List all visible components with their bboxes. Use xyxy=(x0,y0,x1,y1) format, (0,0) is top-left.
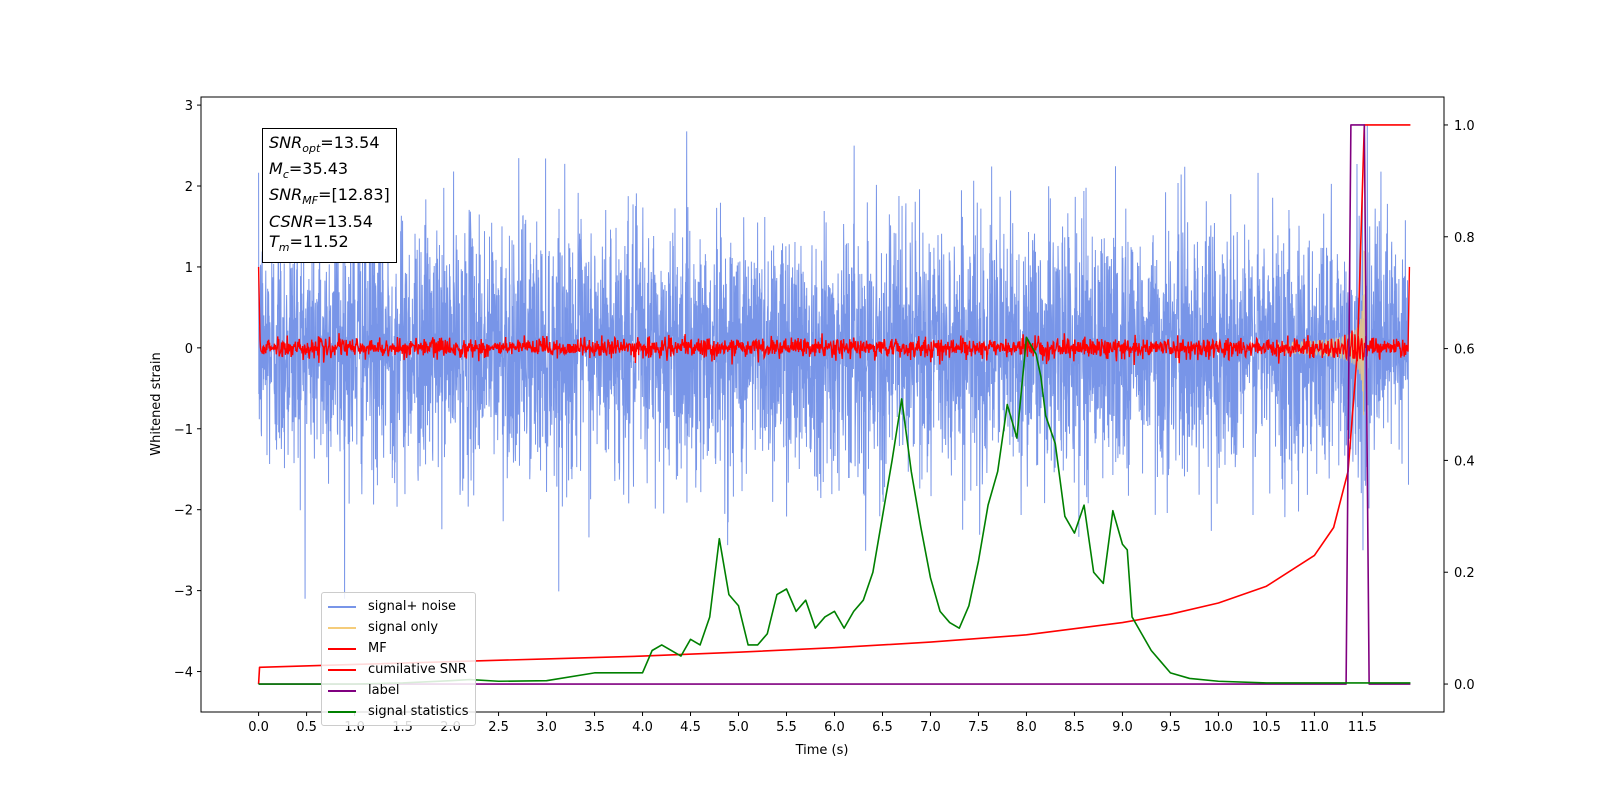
x-tick-label: 2.5 xyxy=(488,720,509,735)
stat-tm: Tm=11.52 xyxy=(269,231,349,254)
y-right-tick-label: 1.0 xyxy=(1454,119,1475,134)
y-right-tick-label: 0.0 xyxy=(1454,678,1475,693)
series-signal-statistics-line xyxy=(258,336,1411,685)
x-tick-label: 3.0 xyxy=(536,720,557,735)
x-tick-label: 11.0 xyxy=(1300,720,1329,735)
stats-annotation-box: SNRopt=13.54 Mc=35.43 SNRMF=[12.83] CSNR… xyxy=(262,128,397,263)
y-left-tick-label: −4 xyxy=(174,666,193,681)
y-left-tick-label: −2 xyxy=(174,504,193,519)
x-tick-label: 10.5 xyxy=(1252,720,1281,735)
x-tick-label: 11.5 xyxy=(1348,720,1377,735)
stat-csnr-value: =13.54 xyxy=(313,211,373,231)
stat-snr-mf: SNRMF=[12.83] xyxy=(269,185,390,208)
y-right-tick-label: 0.4 xyxy=(1454,454,1475,469)
y-axis-label-left: Whitened strain xyxy=(149,352,164,455)
chart-legend: signal+ noise signal only MF cumilative SNR… xyxy=(321,592,476,726)
x-tick-label: 3.5 xyxy=(584,720,605,735)
legend-item-mf: MF xyxy=(328,638,469,659)
legend-label: signal+ noise xyxy=(368,599,457,614)
x-tick-label: 9.0 xyxy=(1112,720,1133,735)
x-tick-label: 9.5 xyxy=(1160,720,1181,735)
stat-mc-value: =35.43 xyxy=(288,159,349,179)
legend-item-cumilative-snr: cumilative SNR xyxy=(328,659,469,680)
stat-snr-opt: SNRopt=13.54 xyxy=(269,133,380,156)
x-tick-label: 8.0 xyxy=(1016,720,1037,735)
x-tick-label: 7.0 xyxy=(920,720,941,735)
legend-swatch xyxy=(328,626,356,629)
x-tick-label: 4.0 xyxy=(632,720,653,735)
y-left-tick-label: −3 xyxy=(174,585,193,600)
legend-swatch xyxy=(328,647,356,650)
x-tick-label: 8.5 xyxy=(1064,720,1085,735)
legend-label: signal only xyxy=(368,620,439,635)
y-left-tick-label: 1 xyxy=(185,261,193,276)
stat-csnr: CSNR=13.54 xyxy=(269,211,373,231)
legend-swatch xyxy=(328,668,356,671)
series-cumilative-snr-line xyxy=(257,124,1411,685)
plot-frame xyxy=(200,96,1445,713)
x-axis-label: Time (s) xyxy=(795,743,849,758)
stat-mc: Mc=35.43 xyxy=(269,159,349,182)
legend-label: cumilative SNR xyxy=(368,662,467,677)
y-left-tick-label: −1 xyxy=(174,423,193,438)
x-tick-label: 4.5 xyxy=(680,720,701,735)
y-right-tick-label: 0.6 xyxy=(1454,343,1475,358)
legend-label: signal statistics xyxy=(368,704,469,719)
y-left-tick-label: 0 xyxy=(185,342,193,357)
x-tick-label: 0.5 xyxy=(296,720,317,735)
x-tick-label: 6.5 xyxy=(872,720,893,735)
legend-item-signal-only: signal only xyxy=(328,617,469,638)
series-mf-line xyxy=(257,266,1411,365)
x-tick-label: 5.5 xyxy=(776,720,797,735)
legend-item-signal-statistics: signal statistics xyxy=(328,701,469,722)
y-left-tick-label: 2 xyxy=(185,180,193,195)
stat-snr-mf-value: =[12.83] xyxy=(318,185,390,205)
legend-swatch xyxy=(328,605,356,608)
stat-snr-opt-value: =13.54 xyxy=(320,133,380,152)
y-right-tick-label: 0.8 xyxy=(1454,231,1475,246)
legend-label: MF xyxy=(368,641,387,656)
x-tick-label: 0.0 xyxy=(248,720,269,735)
legend-item-signal-noise: signal+ noise xyxy=(328,596,469,617)
series-label-line xyxy=(258,124,1411,685)
legend-label: label xyxy=(368,683,400,698)
legend-swatch xyxy=(328,689,356,692)
series-signal-noise-line xyxy=(258,125,1409,599)
legend-swatch xyxy=(328,710,356,713)
x-tick-label: 6.0 xyxy=(824,720,845,735)
x-tick-label: 5.0 xyxy=(728,720,749,735)
x-tick-label: 10.0 xyxy=(1204,720,1233,735)
legend-item-label: label xyxy=(328,680,469,701)
y-right-tick-label: 0.2 xyxy=(1454,566,1475,581)
x-tick-label: 7.5 xyxy=(968,720,989,735)
y-left-tick-label: 3 xyxy=(185,99,193,114)
stat-tm-value: =11.52 xyxy=(289,231,349,251)
